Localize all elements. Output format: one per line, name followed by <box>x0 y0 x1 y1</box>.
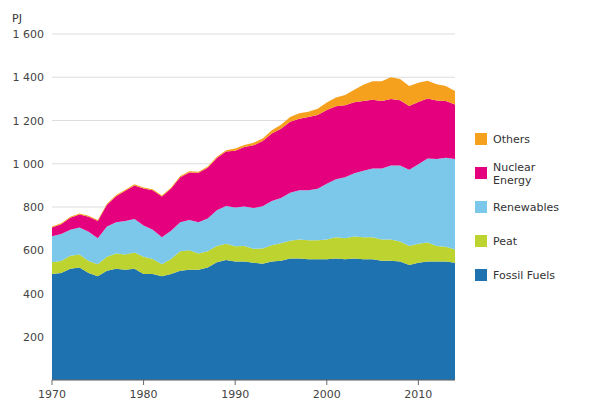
chart: 200 400 600 800 1 000 1 200 1 400 1 600 1970 1980… <box>0 0 605 416</box>
grid-line <box>52 77 455 78</box>
x-tick-label: 2010 <box>404 388 432 401</box>
legend-swatch <box>475 235 487 247</box>
legend-swatch <box>475 201 487 213</box>
legend-label-line: Renewables <box>493 201 559 214</box>
legend-label: Others <box>493 133 530 146</box>
legend-label-line: Nuclear <box>493 161 536 174</box>
areas <box>52 77 455 380</box>
x-tick <box>143 380 144 385</box>
y-tick-label: 1 000 <box>13 158 45 171</box>
y-tick-label: 1 400 <box>13 71 45 84</box>
area <box>52 98 455 238</box>
legend: Others NuclearEnergy Renewables Peat Fossil … <box>475 133 559 282</box>
x-tick-label: 1990 <box>221 388 249 401</box>
y-tick-label: 800 <box>23 201 44 214</box>
legend-swatch <box>475 269 487 281</box>
y-tick-label: 400 <box>23 288 44 301</box>
y-tick-label: 1 600 <box>13 28 45 41</box>
x-tick <box>326 380 327 385</box>
legend-label: Fossil Fuels <box>493 269 555 282</box>
x-tick <box>52 380 53 385</box>
legend-swatch <box>475 133 487 145</box>
legend-label-line: Peat <box>493 235 518 248</box>
legend-label-line: Energy <box>493 174 532 187</box>
legend-label-line: Others <box>493 133 530 146</box>
x-tick-label: 2000 <box>313 388 341 401</box>
area <box>52 77 455 227</box>
y-tick-label: 1 200 <box>13 115 45 128</box>
y-axis-label: PJ <box>12 12 22 25</box>
y-tick-label: 600 <box>23 244 44 257</box>
x-tick-label: 1970 <box>38 388 66 401</box>
legend-label: Peat <box>493 235 518 248</box>
area <box>52 258 455 380</box>
grid-line <box>52 34 455 35</box>
legend-swatch <box>475 167 487 179</box>
x-tick <box>235 380 236 385</box>
legend-label: Renewables <box>493 201 559 214</box>
grid <box>52 34 455 380</box>
legend-label: NuclearEnergy <box>493 161 536 187</box>
x-tick-label: 1980 <box>130 388 158 401</box>
legend-label-line: Fossil Fuels <box>493 269 555 282</box>
x-axis <box>52 380 455 381</box>
y-tick-label: 200 <box>23 331 44 344</box>
x-tick <box>418 380 419 385</box>
grid-line <box>52 380 455 381</box>
